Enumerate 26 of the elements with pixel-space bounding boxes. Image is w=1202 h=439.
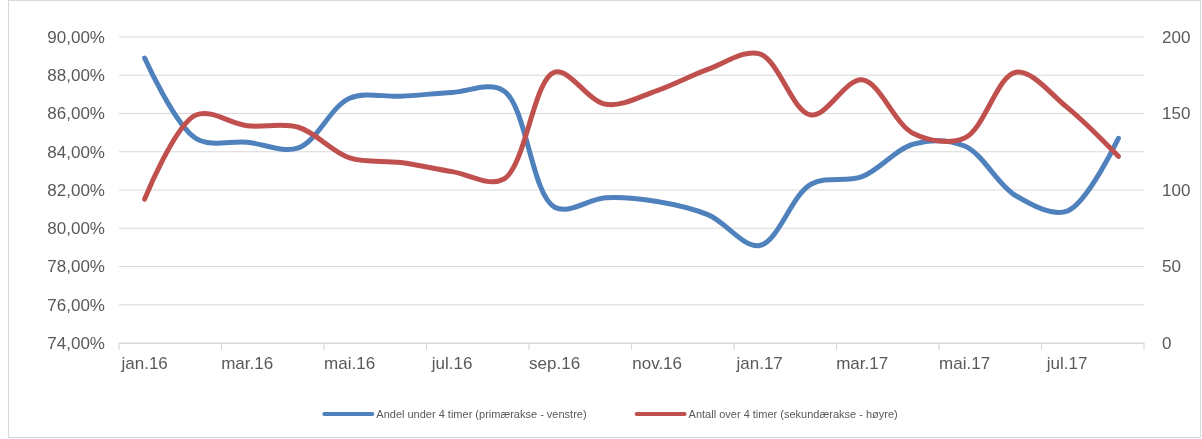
x-tick-label: jul.17 xyxy=(1045,354,1088,374)
y2-tick-label: 200 xyxy=(1162,27,1191,47)
y-tick-label: 88,00% xyxy=(47,66,105,86)
legend-label: Andel under 4 timer (primærakse - venstre) xyxy=(376,408,587,420)
x-tick-label: jan.17 xyxy=(735,354,783,374)
x-tick-label: nov.16 xyxy=(632,354,683,374)
x-tick-label: mai.16 xyxy=(324,354,376,374)
x-tick-label: mar.16 xyxy=(221,354,274,374)
y-tick-label: 78,00% xyxy=(47,257,105,277)
legend-label: Antall over 4 timer (sekundærakse - høyre) xyxy=(688,408,898,420)
y2-tick-label: 150 xyxy=(1162,104,1191,124)
y2-tick-label: 100 xyxy=(1162,180,1191,200)
x-tick-label: jan.16 xyxy=(120,354,168,374)
x-tick-label: jul.16 xyxy=(430,354,473,374)
y-tick-label: 82,00% xyxy=(47,180,105,200)
y-tick-label: 80,00% xyxy=(47,219,105,239)
x-tick-label: mai.17 xyxy=(939,354,991,374)
y-tick-label: 76,00% xyxy=(47,295,105,315)
y-tick-label: 74,00% xyxy=(47,333,105,353)
x-tick-label: mar.17 xyxy=(836,354,889,374)
y2-tick-label: 0 xyxy=(1162,333,1172,353)
y-tick-label: 90,00% xyxy=(47,27,105,47)
x-tick-label: sep.16 xyxy=(529,354,581,374)
y-tick-label: 84,00% xyxy=(47,142,105,162)
y-tick-label: 86,00% xyxy=(47,104,105,124)
y2-tick-label: 50 xyxy=(1162,257,1181,277)
